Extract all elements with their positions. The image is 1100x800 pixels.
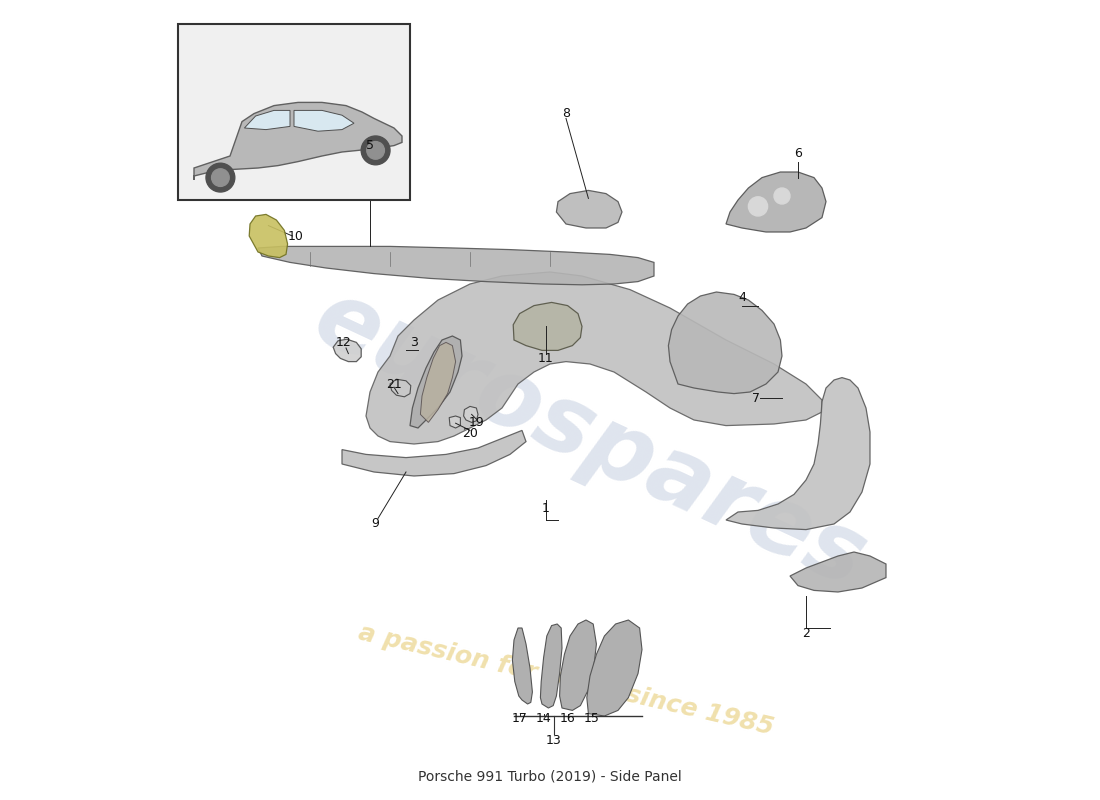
Polygon shape <box>726 378 870 530</box>
Polygon shape <box>540 624 562 708</box>
Text: 17: 17 <box>512 712 528 725</box>
Text: 19: 19 <box>469 416 484 429</box>
Text: eurospares: eurospares <box>300 272 880 608</box>
Polygon shape <box>250 214 287 258</box>
Text: 21: 21 <box>386 378 402 390</box>
Circle shape <box>211 169 229 186</box>
Circle shape <box>748 197 768 216</box>
Text: 4: 4 <box>738 291 746 304</box>
Polygon shape <box>390 379 410 397</box>
Text: 1: 1 <box>542 502 550 514</box>
Polygon shape <box>560 620 596 710</box>
Text: 5: 5 <box>366 139 374 152</box>
Polygon shape <box>790 552 886 592</box>
FancyBboxPatch shape <box>178 24 410 200</box>
Text: 14: 14 <box>536 712 551 725</box>
Text: 16: 16 <box>560 712 575 725</box>
Text: 6: 6 <box>794 147 802 160</box>
Polygon shape <box>366 272 822 444</box>
Circle shape <box>774 188 790 204</box>
Polygon shape <box>726 172 826 232</box>
Polygon shape <box>557 190 622 228</box>
Text: 2: 2 <box>802 627 810 640</box>
Polygon shape <box>294 110 354 131</box>
Polygon shape <box>258 246 654 285</box>
Circle shape <box>361 136 390 165</box>
Polygon shape <box>410 336 462 428</box>
Text: a passion for parts since 1985: a passion for parts since 1985 <box>356 621 777 739</box>
Text: 15: 15 <box>584 712 600 725</box>
Polygon shape <box>194 102 402 180</box>
Text: 11: 11 <box>538 352 554 365</box>
Text: 3: 3 <box>410 336 418 349</box>
Polygon shape <box>449 416 461 428</box>
Text: 9: 9 <box>372 517 379 530</box>
Polygon shape <box>669 292 782 394</box>
Polygon shape <box>463 406 478 422</box>
Polygon shape <box>513 628 532 704</box>
Text: Porsche 991 Turbo (2019) - Side Panel: Porsche 991 Turbo (2019) - Side Panel <box>418 770 682 784</box>
Circle shape <box>206 163 234 192</box>
Polygon shape <box>420 342 455 422</box>
Polygon shape <box>342 430 526 476</box>
Text: 10: 10 <box>288 230 304 242</box>
Text: 7: 7 <box>752 392 760 405</box>
Text: 13: 13 <box>546 734 562 746</box>
Polygon shape <box>333 339 361 362</box>
Text: 8: 8 <box>562 107 570 120</box>
Polygon shape <box>586 620 642 716</box>
Text: 20: 20 <box>462 427 477 440</box>
Text: 12: 12 <box>336 336 352 349</box>
Polygon shape <box>514 302 582 350</box>
Polygon shape <box>244 110 290 130</box>
Circle shape <box>366 142 384 159</box>
